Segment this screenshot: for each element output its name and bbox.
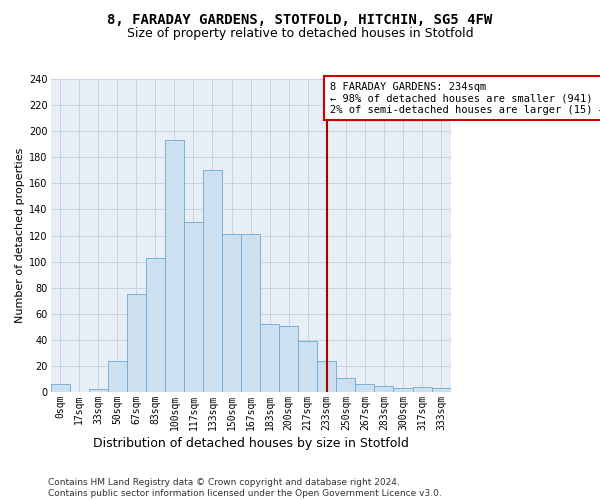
Bar: [241, 234, 260, 392]
Bar: [146, 258, 165, 392]
Bar: [260, 324, 279, 392]
Bar: [317, 360, 337, 392]
Bar: [355, 384, 374, 392]
X-axis label: Distribution of detached houses by size in Stotfold: Distribution of detached houses by size …: [92, 437, 409, 450]
Bar: [394, 388, 413, 392]
Text: Contains HM Land Registry data © Crown copyright and database right 2024.
Contai: Contains HM Land Registry data © Crown c…: [48, 478, 442, 498]
Bar: [431, 388, 451, 392]
Bar: [127, 294, 146, 392]
Bar: [222, 234, 241, 392]
Bar: [184, 222, 203, 392]
Bar: [413, 387, 431, 392]
Bar: [203, 170, 222, 392]
Bar: [165, 140, 184, 392]
Text: Size of property relative to detached houses in Stotfold: Size of property relative to detached ho…: [127, 28, 473, 40]
Bar: [50, 384, 70, 392]
Text: 8, FARADAY GARDENS, STOTFOLD, HITCHIN, SG5 4FW: 8, FARADAY GARDENS, STOTFOLD, HITCHIN, S…: [107, 12, 493, 26]
Bar: [298, 341, 317, 392]
Bar: [337, 378, 355, 392]
Text: 8 FARADAY GARDENS: 234sqm
← 98% of detached houses are smaller (941)
2% of semi-: 8 FARADAY GARDENS: 234sqm ← 98% of detac…: [329, 82, 600, 115]
Bar: [374, 386, 394, 392]
Bar: [89, 390, 108, 392]
Y-axis label: Number of detached properties: Number of detached properties: [15, 148, 25, 323]
Bar: [279, 326, 298, 392]
Bar: [108, 360, 127, 392]
